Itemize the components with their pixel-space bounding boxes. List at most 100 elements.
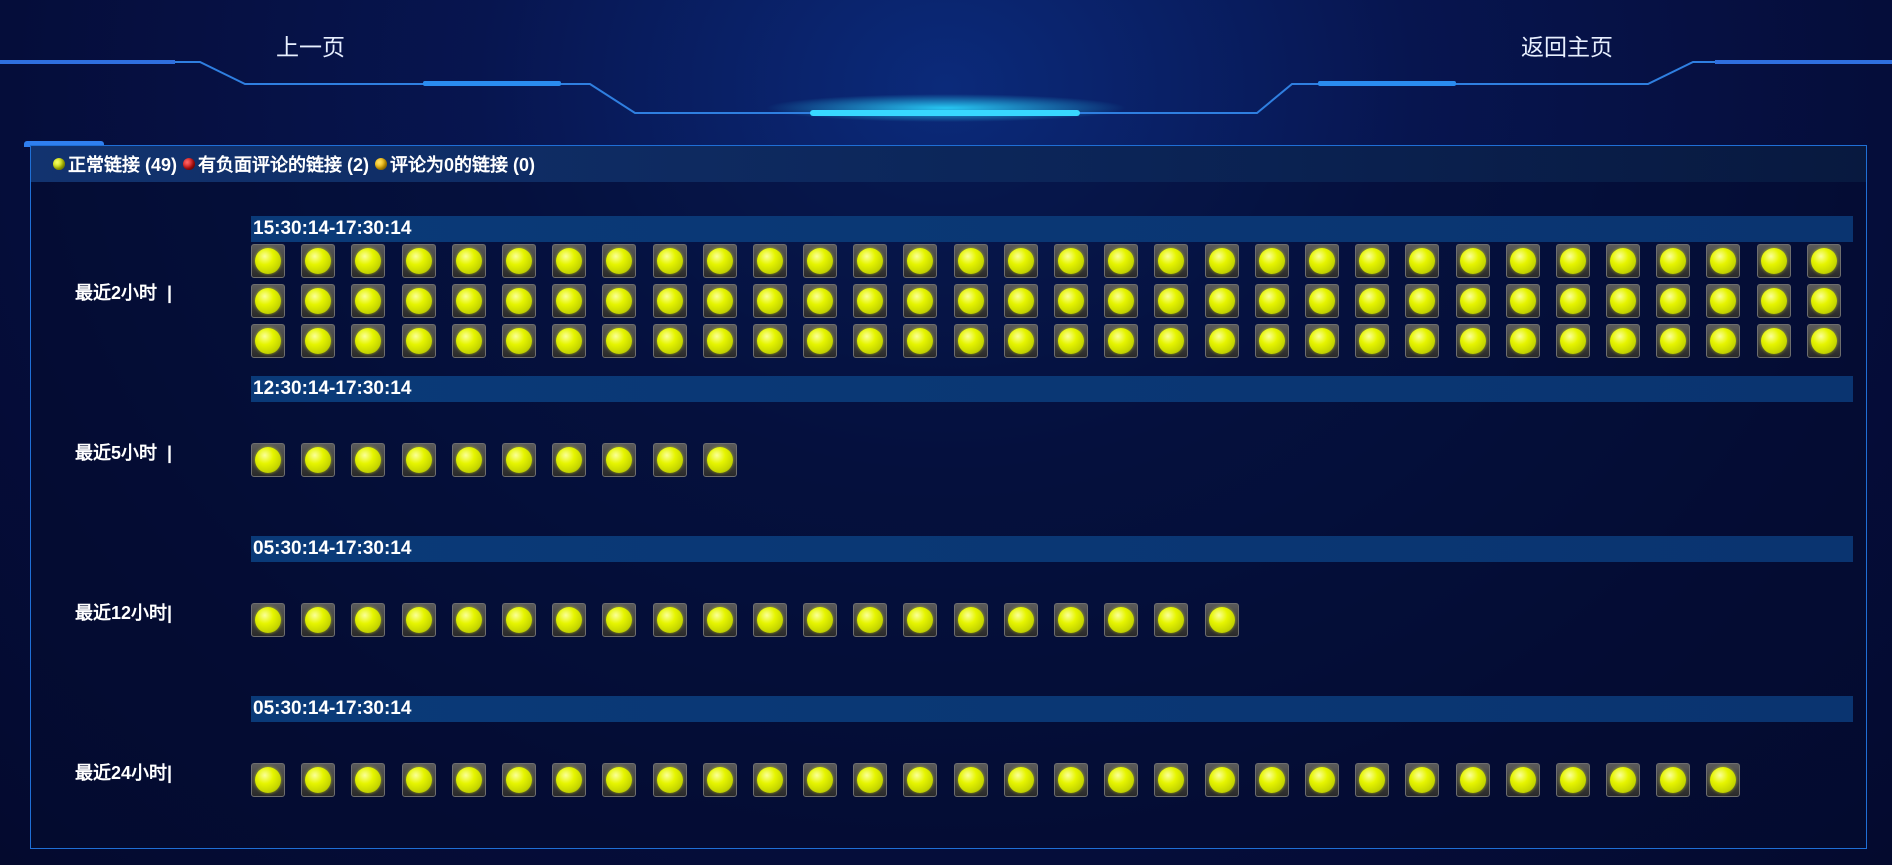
link-status-bulb-icon[interactable] (251, 443, 285, 477)
link-status-bulb-icon[interactable] (1606, 284, 1641, 318)
link-status-bulb-icon[interactable] (1204, 324, 1239, 358)
link-status-bulb-icon[interactable] (953, 324, 988, 358)
link-status-bulb-icon[interactable] (251, 603, 285, 637)
link-status-bulb-icon[interactable] (1756, 324, 1791, 358)
link-status-bulb-icon[interactable] (301, 244, 336, 278)
link-status-bulb-icon[interactable] (853, 284, 888, 318)
link-status-bulb-icon[interactable] (552, 284, 587, 318)
link-status-bulb-icon[interactable] (702, 443, 737, 477)
link-status-bulb-icon[interactable] (451, 603, 486, 637)
link-status-bulb-icon[interactable] (451, 443, 486, 477)
link-status-bulb-icon[interactable] (1304, 324, 1339, 358)
link-status-bulb-icon[interactable] (752, 603, 787, 637)
link-status-bulb-icon[interactable] (803, 603, 838, 637)
link-status-bulb-icon[interactable] (552, 443, 587, 477)
link-status-bulb-icon[interactable] (1405, 244, 1440, 278)
link-status-bulb-icon[interactable] (1154, 324, 1189, 358)
link-status-bulb-icon[interactable] (752, 763, 787, 797)
link-status-bulb-icon[interactable] (1054, 324, 1088, 358)
link-status-bulb-icon[interactable] (1706, 324, 1741, 358)
link-status-bulb-icon[interactable] (1405, 284, 1440, 318)
link-status-bulb-icon[interactable] (1555, 244, 1590, 278)
link-status-bulb-icon[interactable] (1756, 244, 1791, 278)
link-status-bulb-icon[interactable] (1505, 324, 1540, 358)
link-status-bulb-icon[interactable] (1254, 763, 1289, 797)
link-status-bulb-icon[interactable] (451, 763, 486, 797)
link-status-bulb-icon[interactable] (702, 763, 737, 797)
link-status-bulb-icon[interactable] (351, 603, 386, 637)
link-status-bulb-icon[interactable] (1806, 284, 1841, 318)
link-status-bulb-icon[interactable] (953, 284, 988, 318)
link-status-bulb-icon[interactable] (1656, 244, 1691, 278)
link-status-bulb-icon[interactable] (1706, 284, 1741, 318)
link-status-bulb-icon[interactable] (803, 284, 838, 318)
link-status-bulb-icon[interactable] (1555, 324, 1590, 358)
link-status-bulb-icon[interactable] (903, 284, 938, 318)
link-status-bulb-icon[interactable] (853, 763, 888, 797)
link-status-bulb-icon[interactable] (1254, 244, 1289, 278)
link-status-bulb-icon[interactable] (451, 324, 486, 358)
link-status-bulb-icon[interactable] (552, 763, 587, 797)
link-status-bulb-icon[interactable] (401, 324, 436, 358)
link-status-bulb-icon[interactable] (1706, 244, 1741, 278)
link-status-bulb-icon[interactable] (351, 324, 386, 358)
link-status-bulb-icon[interactable] (652, 244, 687, 278)
link-status-bulb-icon[interactable] (702, 244, 737, 278)
link-status-bulb-icon[interactable] (1154, 603, 1189, 637)
prev-page-link[interactable]: 上一页 (276, 34, 345, 60)
link-status-bulb-icon[interactable] (1104, 763, 1139, 797)
link-status-bulb-icon[interactable] (1606, 324, 1641, 358)
link-status-bulb-icon[interactable] (1756, 284, 1791, 318)
link-status-bulb-icon[interactable] (853, 244, 888, 278)
link-status-bulb-icon[interactable] (301, 284, 336, 318)
link-status-bulb-icon[interactable] (1355, 284, 1390, 318)
link-status-bulb-icon[interactable] (1254, 324, 1289, 358)
link-status-bulb-icon[interactable] (1355, 244, 1390, 278)
link-status-bulb-icon[interactable] (602, 763, 637, 797)
link-status-bulb-icon[interactable] (803, 324, 838, 358)
link-status-bulb-icon[interactable] (501, 324, 536, 358)
link-status-bulb-icon[interactable] (1606, 244, 1641, 278)
link-status-bulb-icon[interactable] (1806, 244, 1841, 278)
link-status-bulb-icon[interactable] (1154, 763, 1189, 797)
link-status-bulb-icon[interactable] (401, 443, 436, 477)
link-status-bulb-icon[interactable] (903, 244, 938, 278)
link-status-bulb-icon[interactable] (1555, 284, 1590, 318)
link-status-bulb-icon[interactable] (1003, 244, 1038, 278)
link-status-bulb-icon[interactable] (251, 244, 285, 278)
link-status-bulb-icon[interactable] (301, 324, 336, 358)
link-status-bulb-icon[interactable] (1555, 763, 1590, 797)
link-status-bulb-icon[interactable] (1304, 244, 1339, 278)
link-status-bulb-icon[interactable] (702, 324, 737, 358)
link-status-bulb-icon[interactable] (351, 443, 386, 477)
link-status-bulb-icon[interactable] (1054, 244, 1088, 278)
link-status-bulb-icon[interactable] (501, 443, 536, 477)
link-status-bulb-icon[interactable] (1806, 324, 1841, 358)
link-status-bulb-icon[interactable] (1054, 284, 1088, 318)
link-status-bulb-icon[interactable] (903, 763, 938, 797)
link-status-bulb-icon[interactable] (602, 603, 637, 637)
link-status-bulb-icon[interactable] (1204, 603, 1239, 637)
link-status-bulb-icon[interactable] (351, 763, 386, 797)
link-status-bulb-icon[interactable] (1455, 284, 1490, 318)
link-status-bulb-icon[interactable] (401, 244, 436, 278)
link-status-bulb-icon[interactable] (702, 284, 737, 318)
link-status-bulb-icon[interactable] (602, 324, 637, 358)
link-status-bulb-icon[interactable] (602, 244, 637, 278)
link-status-bulb-icon[interactable] (401, 284, 436, 318)
link-status-bulb-icon[interactable] (1204, 284, 1239, 318)
link-status-bulb-icon[interactable] (351, 244, 386, 278)
link-status-bulb-icon[interactable] (1154, 244, 1189, 278)
link-status-bulb-icon[interactable] (1304, 284, 1339, 318)
link-status-bulb-icon[interactable] (451, 284, 486, 318)
link-status-bulb-icon[interactable] (1405, 324, 1440, 358)
link-status-bulb-icon[interactable] (251, 284, 285, 318)
link-status-bulb-icon[interactable] (1405, 763, 1440, 797)
link-status-bulb-icon[interactable] (552, 244, 587, 278)
link-status-bulb-icon[interactable] (1606, 763, 1641, 797)
link-status-bulb-icon[interactable] (1104, 603, 1139, 637)
link-status-bulb-icon[interactable] (1505, 284, 1540, 318)
link-status-bulb-icon[interactable] (803, 763, 838, 797)
link-status-bulb-icon[interactable] (1505, 763, 1540, 797)
link-status-bulb-icon[interactable] (652, 763, 687, 797)
